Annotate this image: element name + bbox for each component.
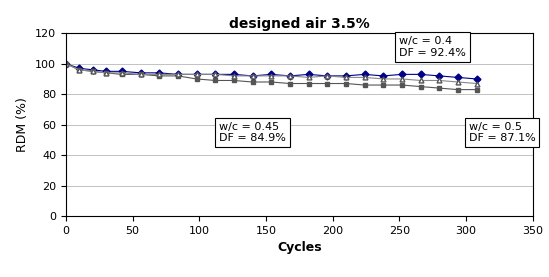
118-3	[343, 74, 349, 78]
Control	[212, 79, 219, 82]
Control	[343, 82, 349, 85]
118-3	[455, 76, 461, 79]
117-1	[287, 74, 293, 78]
Control	[103, 71, 109, 75]
Control	[231, 79, 237, 82]
117-1	[89, 70, 96, 73]
117-1	[103, 71, 109, 75]
118-3	[249, 74, 256, 78]
118-3	[119, 70, 125, 73]
118-3	[137, 71, 144, 75]
118-3	[193, 73, 200, 76]
118-3	[305, 73, 312, 76]
118-3	[287, 74, 293, 78]
118-3	[231, 73, 237, 76]
Text: w/c = 0.5
DF = 87.1%: w/c = 0.5 DF = 87.1%	[468, 122, 535, 143]
Control	[417, 85, 424, 88]
Control	[193, 77, 200, 81]
117-1	[76, 68, 82, 71]
118-3	[103, 70, 109, 73]
118-3	[361, 73, 368, 76]
118-3	[156, 71, 163, 75]
117-1	[473, 82, 480, 85]
Control	[436, 86, 442, 90]
117-1	[156, 73, 163, 76]
Control	[361, 83, 368, 87]
Line: 117-1: 117-1	[64, 61, 479, 86]
117-1	[361, 76, 368, 79]
Control	[324, 82, 330, 85]
Title: designed air 3.5%: designed air 3.5%	[229, 17, 369, 31]
Control	[63, 62, 69, 65]
Text: w/c = 0.45
DF = 84.9%: w/c = 0.45 DF = 84.9%	[219, 122, 286, 143]
117-1	[343, 76, 349, 79]
117-1	[399, 77, 405, 81]
Control	[399, 83, 405, 87]
117-1	[417, 79, 424, 82]
Control	[268, 80, 274, 84]
117-1	[193, 73, 200, 76]
117-1	[249, 74, 256, 78]
118-3	[473, 77, 480, 81]
Control	[473, 88, 480, 91]
117-1	[119, 71, 125, 75]
118-3	[175, 73, 181, 76]
Control	[380, 83, 386, 87]
117-1	[380, 77, 386, 81]
118-3	[399, 73, 405, 76]
Control	[156, 74, 163, 78]
Text: w/c = 0.4
DF = 92.4%: w/c = 0.4 DF = 92.4%	[399, 36, 466, 58]
Control	[119, 73, 125, 76]
Control	[455, 88, 461, 91]
118-3	[89, 68, 96, 71]
117-1	[324, 74, 330, 78]
Y-axis label: RDM (%): RDM (%)	[16, 97, 30, 152]
Control	[89, 70, 96, 73]
Control	[76, 68, 82, 71]
117-1	[305, 76, 312, 79]
118-3	[268, 73, 274, 76]
118-3	[212, 73, 219, 76]
118-3	[380, 74, 386, 78]
117-1	[455, 80, 461, 84]
117-1	[137, 73, 144, 76]
118-3	[417, 73, 424, 76]
Control	[305, 82, 312, 85]
118-3	[76, 67, 82, 70]
Line: 118-3: 118-3	[64, 61, 479, 81]
117-1	[231, 74, 237, 78]
118-3	[436, 74, 442, 78]
117-1	[212, 73, 219, 76]
Control	[137, 73, 144, 76]
Legend: 118-3, Control, 117-1: 118-3, Control, 117-1	[186, 273, 413, 277]
Control	[175, 74, 181, 78]
117-1	[63, 62, 69, 65]
X-axis label: Cycles: Cycles	[277, 241, 322, 254]
Control	[249, 80, 256, 84]
Line: Control: Control	[64, 61, 479, 92]
118-3	[324, 74, 330, 78]
Control	[287, 82, 293, 85]
117-1	[436, 79, 442, 82]
118-3	[63, 62, 69, 65]
117-1	[268, 74, 274, 78]
117-1	[175, 73, 181, 76]
